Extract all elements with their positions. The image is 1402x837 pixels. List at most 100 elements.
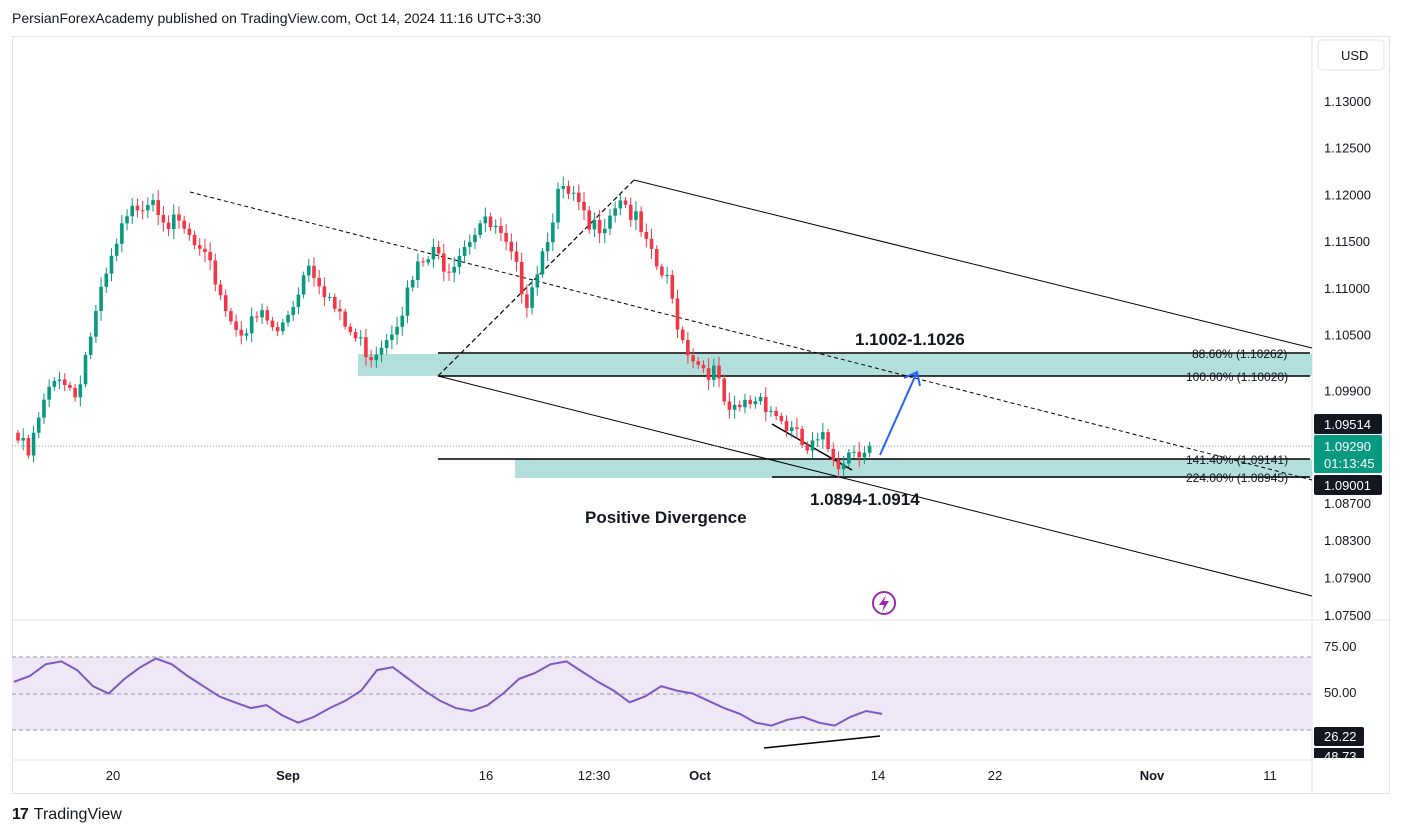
candle-body (545, 242, 550, 252)
support-zone (515, 459, 1312, 478)
candle-body (826, 432, 830, 449)
candle-body (156, 200, 161, 216)
candle-body (364, 337, 368, 358)
candle-body (706, 368, 711, 380)
rsi-value-label: 26.22 (1314, 727, 1364, 746)
candle-body (597, 219, 602, 234)
price-axis-ticks: 1.13000 1.12500 1.12000 1.11500 1.11000 1.105… (1324, 94, 1371, 623)
candle-body (104, 273, 109, 287)
candle-body (306, 265, 311, 276)
candle-body (416, 261, 420, 280)
candle-body (161, 215, 166, 223)
currency-button-label: USD (1341, 48, 1368, 63)
candle-body (758, 396, 763, 402)
candle-body (322, 286, 327, 298)
candle-body (675, 298, 680, 330)
candle-body (343, 311, 347, 327)
candle-body (348, 326, 353, 333)
candle-body (312, 265, 316, 278)
candle-body (805, 445, 810, 451)
candle-body (753, 401, 758, 405)
candle-body (592, 219, 597, 230)
upper-zone-label: 1.1002-1.1026 (855, 330, 965, 349)
candle-body (582, 201, 586, 211)
candle-body (602, 228, 607, 234)
chart-frame (12, 36, 1390, 794)
time-tick-8: 11 (1263, 768, 1277, 783)
candle-body (296, 294, 301, 307)
candle-body (810, 440, 815, 451)
candle-body (540, 251, 545, 275)
candle-body (260, 310, 264, 318)
candle-body (763, 396, 768, 412)
rsi-clipped-text: 48.73 (1324, 749, 1357, 764)
candle-body (275, 327, 280, 332)
candle-body (26, 438, 31, 456)
candle-body (182, 220, 186, 229)
time-tick-2: 16 (479, 768, 493, 783)
candle-body (654, 248, 659, 267)
candle-body (431, 246, 436, 260)
price-tick-4: 1.11000 (1324, 281, 1370, 296)
candle-body (779, 415, 784, 422)
candle-body (561, 185, 566, 189)
channel-lower-line[interactable] (437, 375, 1313, 597)
candle-body (229, 311, 233, 322)
rsi-clipped-label: 48.73 (1314, 748, 1364, 764)
candle-body (384, 340, 389, 348)
candle-body (800, 428, 804, 446)
candle-body (722, 378, 727, 402)
candle-body (504, 232, 508, 242)
candle-body (867, 445, 872, 453)
price-tick-9: 1.07900 (1324, 571, 1371, 586)
candle-body (130, 205, 135, 217)
candle-body (249, 316, 254, 334)
candle-body (717, 365, 721, 379)
currency-button[interactable]: USD (1317, 39, 1385, 71)
candle-body (146, 205, 150, 211)
candle-body (483, 216, 488, 224)
rsi-line[interactable] (13, 657, 883, 727)
candle-body (841, 463, 846, 470)
rsi-divergence-line[interactable] (763, 735, 881, 749)
candle-body (862, 452, 867, 458)
price-label-high-text: 1.09514 (1324, 417, 1371, 432)
lower-zone-label: 1.0894-1.0914 (810, 490, 920, 509)
projection-arrow[interactable] (879, 370, 921, 456)
divergence-label: Positive Divergence (585, 508, 747, 527)
candle-body (815, 439, 820, 441)
candle-body (369, 357, 373, 361)
candle-body (187, 228, 192, 235)
candle-body (78, 384, 83, 398)
tradingview-logo[interactable]: 17 TradingView (12, 806, 122, 824)
dashed-trend-line[interactable] (189, 191, 1313, 481)
tv-logo-mark: 17 (12, 806, 29, 823)
candle-body (769, 410, 773, 412)
candle-body (203, 248, 207, 252)
candle-body (400, 315, 405, 327)
lightning-icon[interactable] (872, 591, 896, 615)
candle-body (265, 310, 270, 321)
price-tick-6: 1.09900 (1324, 384, 1371, 399)
candle-body (114, 243, 119, 256)
candle-body (239, 329, 244, 336)
candle-body (644, 231, 649, 239)
rsi-band (12, 657, 1312, 730)
candle-body (628, 204, 633, 220)
price-tick-1: 1.12500 (1324, 141, 1371, 156)
candle-body (135, 205, 140, 211)
candle-body (125, 216, 129, 224)
candle-body (120, 223, 124, 244)
candle-body (405, 287, 410, 316)
candle-body (530, 287, 534, 308)
candle-body (395, 326, 399, 335)
candle-body (447, 271, 451, 273)
candle-body (737, 404, 742, 408)
candle-body (88, 336, 93, 355)
price-tick-7: 1.08700 (1324, 496, 1371, 511)
channel-upper-line[interactable] (633, 179, 1313, 349)
candle-body (390, 334, 394, 341)
candle-body (218, 284, 223, 296)
fib-label-88: 88.60% (1.10262) (1192, 347, 1287, 361)
